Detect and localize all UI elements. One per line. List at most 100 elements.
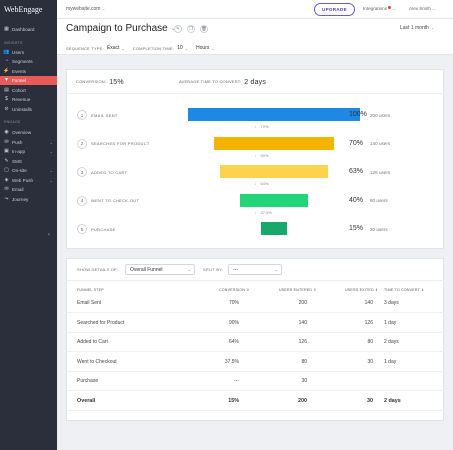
dropoff-percent: 70% [260,124,269,129]
events-icon: ⚡ [3,67,10,74]
sequence-type-select[interactable]: Exact [106,45,120,51]
integrations-menu[interactable]: Integrations ⌄ [363,6,396,11]
arrow-down-icon: ↓ [254,209,257,216]
sidebar-item-label: Web Push [12,177,34,183]
step-percent: 100% [349,111,367,118]
column-header-users-exited[interactable]: USERS EXITED ⇕ [345,288,378,292]
show-details-select[interactable]: Overall Funnel ⌄ [125,264,195,275]
sidebar-item-funnel[interactable]: ▼ Funnel [0,76,57,85]
step-dropoff: ↓ 70% [254,124,294,130]
step-dropoff: ↓ 64% [254,181,294,187]
funnel-bar[interactable] [261,222,287,235]
cell-users-entered: 30 [301,378,307,384]
funnel-bar[interactable] [219,165,329,178]
sidebar-item-users[interactable]: 👥 Users [0,48,57,57]
sidebar-item-email[interactable]: ✉ Email [0,185,57,194]
segments-icon: ◔ [4,57,9,64]
sidebar-item-revenue[interactable]: $ Revenue [0,95,57,104]
table-row: Went to Checkout 37.5% 80 30 1 day [67,353,445,372]
overview-icon: ◉ [4,128,9,135]
user-name: Alex Smith [409,6,431,11]
sidebar-item-push[interactable]: ✉ Push ⌄ [0,138,57,147]
cell-users-exited: 140 [364,300,373,306]
funnel-step: 1 Email Sent 100% 200 users [67,108,445,122]
step-dropoff: ↓ 90% [254,153,294,159]
date-range-selector[interactable]: Last 1 month ⌄ [400,25,434,31]
column-header-label: USERS ENTERED [279,288,313,292]
funnel-bar[interactable] [213,136,335,150]
sidebar-item-events[interactable]: ⚡ Events [0,67,57,76]
sidebar-item-in-app[interactable]: ▣ In-app ⌄ [0,147,57,156]
website-name: mywebsite.com [66,6,101,12]
step-name: Added to cart [91,169,128,175]
sidebar-item-web-push[interactable]: ◈ Web Push ⌄ [0,176,57,185]
cohort-icon: ▤ [4,86,9,93]
split-by-value: --- [233,266,238,273]
chevron-down-icon: ⌄ [49,148,53,154]
chevron-down-icon: ⌄ [171,26,176,32]
column-header-conversion[interactable]: CONVERSION ⇕ [219,288,250,292]
user-menu[interactable]: Alex Smith ⌄ [409,6,436,11]
sidebar-item-journey[interactable]: ⤳ Journey [0,195,57,204]
delete-icon[interactable]: 🗑 [200,25,208,33]
step-number: 3 [77,167,87,177]
column-header-label: USERS EXITED [345,288,374,292]
sidebar-item-segments[interactable]: ◔ Segments [0,57,57,66]
sidebar-item-label: Funnel [12,77,27,83]
cell-time: 2 days [384,397,401,404]
sort-icon: ⇕ [374,288,379,292]
table-row: Searched for Product 90% 140 126 1 day [67,314,445,333]
step-dropoff: ↓ 37.5% [254,210,294,216]
dropoff-percent: 90% [260,152,269,158]
step-users: 126 users [370,169,391,175]
users-icon: 👥 [3,48,10,55]
push-icon: ✉ [4,138,9,145]
step-number: 1 [77,110,87,120]
sort-icon: ⇕ [313,288,317,292]
funnel-step: 2 Searched for product 70% 140 users [67,136,445,151]
copy-icon[interactable]: ❐ [187,25,195,33]
column-header-users-entered[interactable]: USERS ENTERED ⇕ [279,288,317,292]
chevron-left-icon[interactable]: ‹ [48,232,50,238]
step-number: 2 [77,138,87,149]
cell-users-exited: 30 [367,397,373,404]
chevron-down-icon: ⌄ [432,6,436,11]
step-users: 80 users [370,198,388,203]
upgrade-button[interactable]: UPGRADE [314,3,355,16]
edit-icon[interactable]: ✎ [174,25,182,33]
completion-unit-select[interactable]: Hours [196,45,210,51]
funnel-bar[interactable] [239,193,309,207]
page-title: Campaign to Purchase [66,23,168,34]
cell-users-exited: 30 [367,358,373,365]
funnel-selector[interactable]: Campaign to Purchase⌄ [66,23,176,34]
cell-step: Purchase [77,378,99,384]
step-percent: 40% [349,196,364,204]
details-controls: SHOW DETAILS OF: Overall Funnel ⌄ SPLIT B… [67,259,445,281]
column-header-label: TIME TO CONVERT [384,288,420,292]
split-by-select[interactable]: --- ⌄ [228,264,282,275]
sidebar-item-uninstalls[interactable]: ⊘ Uninstalls [0,105,57,114]
sequence-type-label: SEQUENCE TYPE: [66,45,104,51]
funnel-bar[interactable] [188,108,360,121]
cell-users-entered: 80 [301,358,307,365]
web-push-icon: ◈ [4,176,9,183]
cell-conversion: 37.5% [224,358,239,365]
cell-time: 1 day [384,358,397,365]
cell-conversion: 90% [228,319,239,326]
avg-time-label: AVERAGE TIME TO CONVERT: [179,79,242,84]
sidebar-item-dashboard[interactable]: ▦ Dashboard [0,25,57,34]
step-number: 4 [77,195,87,206]
sidebar-item-overview[interactable]: ◉ Overview [0,128,57,137]
sidebar-item-on-site[interactable]: ▢ On-site ⌄ [0,166,57,175]
column-header-time-to-convert[interactable]: TIME TO CONVERT ⇕ [384,288,424,292]
dropoff-percent: 64% [260,181,269,186]
sidebar-item-label: Overview [12,129,32,135]
sidebar-item-cohort[interactable]: ▤ Cohort [0,86,57,95]
sidebar-item-sms[interactable]: ✎ SMS [0,157,57,166]
chevron-down-icon: ⌄ [211,45,215,51]
website-selector[interactable]: mywebsite.com ⌄ [66,6,105,12]
sidebar-item-label: Email [12,186,24,192]
completion-time-select[interactable]: 10 [177,45,183,51]
split-by-label: SPLIT BY: [203,267,224,272]
sidebar-item-label: SMS [12,158,22,164]
